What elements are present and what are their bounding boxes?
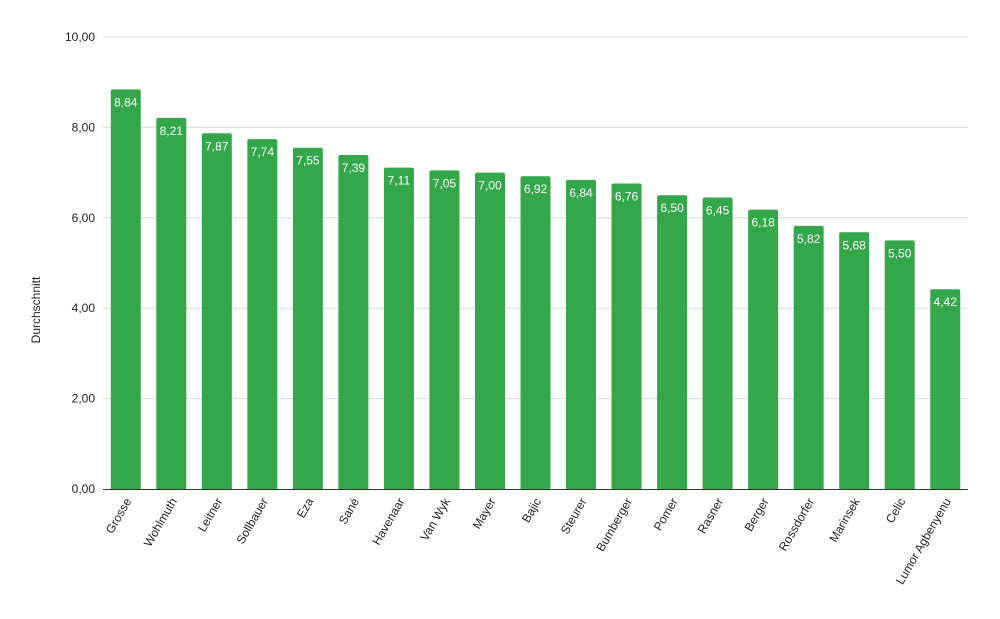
bar — [292, 147, 323, 490]
x-category-label: Steurer — [558, 496, 590, 537]
x-category-label: Rossdorfer — [776, 495, 817, 553]
y-tick-label: 8,00 — [72, 120, 96, 134]
bar — [247, 139, 278, 490]
x-category-label: Berger — [742, 496, 772, 534]
bar — [474, 172, 505, 489]
bar-value-label: 5,82 — [797, 232, 821, 246]
bar-value-label: 7,55 — [296, 154, 320, 168]
x-category-label: Leitner — [195, 496, 225, 535]
bar — [657, 195, 688, 489]
y-axis-title: Durchschnitt — [29, 276, 43, 343]
bar-value-label: 5,50 — [888, 246, 912, 260]
bar-value-label: 6,76 — [615, 189, 639, 203]
bar — [611, 183, 642, 489]
y-tick-label: 4,00 — [72, 301, 96, 315]
bar — [793, 225, 824, 489]
bar-value-label: 7,00 — [478, 179, 502, 193]
x-category-label: Sollbauer — [233, 495, 270, 546]
bar — [156, 117, 187, 490]
y-tick-label: 0,00 — [72, 482, 96, 496]
x-category-label: Mayer — [470, 496, 499, 532]
bar-value-label: 6,50 — [660, 201, 684, 215]
bar-value-label: 7,74 — [251, 145, 275, 159]
x-category-label: Marinsek — [826, 495, 863, 545]
bar-value-label: 6,45 — [706, 203, 730, 217]
x-category-label: Bajic — [519, 496, 544, 526]
bar-value-label: 7,39 — [342, 161, 366, 175]
bar-value-label: 8,21 — [160, 124, 184, 138]
y-tick-label: 6,00 — [72, 211, 96, 225]
bar — [338, 154, 369, 490]
x-category-label: Pomer — [651, 495, 681, 533]
bar-value-label: 7,11 — [388, 174, 411, 188]
x-category-label: Grosse — [103, 495, 135, 536]
bar — [748, 209, 779, 489]
bars — [110, 89, 961, 490]
bar — [383, 167, 414, 490]
y-axis-ticks: 0,00 2,00 4,00 6,00 8,00 10,00 — [65, 30, 95, 496]
bar — [566, 179, 597, 489]
y-tick-label: 10,00 — [65, 30, 95, 44]
bar — [884, 240, 915, 489]
bar-value-label: 8,84 — [114, 95, 138, 109]
x-category-label: Havenaar — [369, 495, 407, 547]
bar-value-label: 6,84 — [569, 186, 593, 200]
bar — [201, 133, 232, 489]
x-category-label: Rasner — [695, 496, 726, 537]
bar — [702, 197, 733, 489]
bar — [520, 176, 551, 489]
bar — [930, 289, 961, 489]
bar-value-label: 6,18 — [751, 216, 775, 230]
x-category-label: Celic — [883, 496, 908, 526]
bar-value-labels: 8,84 8,21 7,87 7,74 7,55 7,39 7,11 7,05 7,00 6,92… — [114, 95, 957, 309]
bar — [429, 170, 460, 489]
x-category-label: Eza — [294, 495, 317, 520]
bar-value-label: 7,05 — [433, 176, 457, 190]
bar-value-label: 4,42 — [934, 295, 958, 309]
x-category-label: Wohlmuth — [141, 496, 180, 550]
bar-value-label: 6,92 — [524, 182, 548, 196]
y-tick-label: 2,00 — [72, 392, 96, 406]
bar — [839, 232, 870, 489]
bar-value-label: 7,87 — [205, 139, 229, 153]
bar — [110, 89, 141, 489]
x-category-label: Van Wyk — [417, 495, 453, 544]
x-axis-category-labels: Grosse Wohlmuth Leitner Sollbauer Eza Sané Hav… — [103, 495, 954, 587]
x-category-label: Bumberger — [593, 496, 635, 554]
x-category-label: Sané — [336, 495, 362, 527]
bar-value-label: 5,68 — [843, 238, 867, 252]
